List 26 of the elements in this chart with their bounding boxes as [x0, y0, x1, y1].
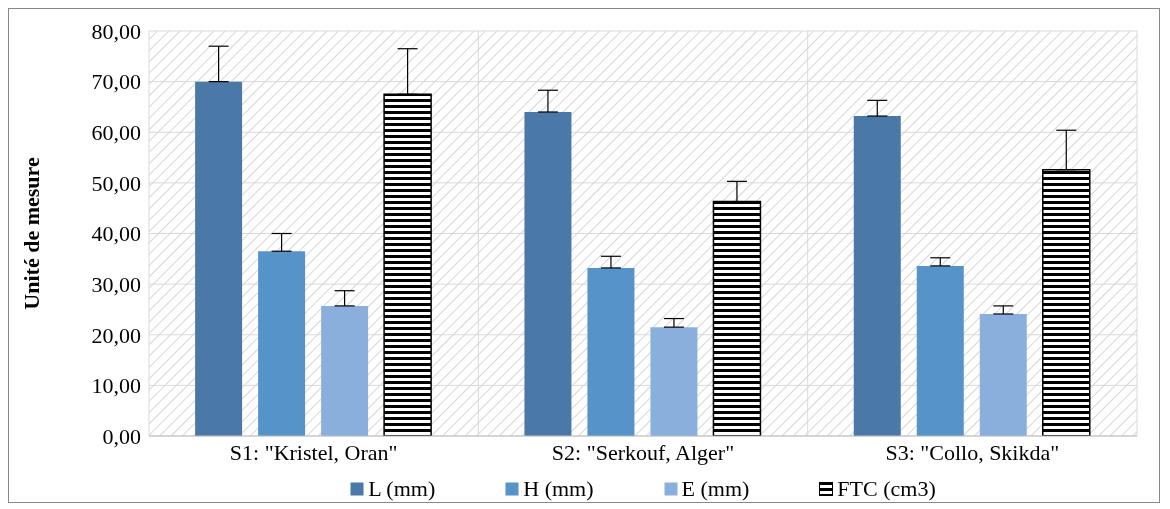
- y-tick-label: 0,00: [102, 423, 141, 449]
- y-tick-label: 70,00: [91, 69, 141, 95]
- bar: [979, 313, 1027, 436]
- y-tick-label: 10,00: [91, 373, 141, 399]
- legend-label: E (mm): [681, 476, 750, 502]
- legend-label: FTC (cm3): [837, 476, 936, 502]
- x-tick-label: S2: "Serkouf, Alger": [551, 439, 735, 465]
- x-tick-label: S3: "Collo, Skikda": [885, 439, 1060, 465]
- legend-label: H (mm): [523, 476, 594, 502]
- x-tick-label: S1: "Kristel, Oran": [229, 439, 398, 465]
- bar: [321, 305, 369, 436]
- y-tick-label: 40,00: [91, 221, 141, 247]
- legend-label: L (mm): [368, 476, 436, 502]
- bar: [258, 251, 306, 436]
- y-tick-label: 30,00: [91, 271, 141, 297]
- y-tick-label: 20,00: [91, 322, 141, 348]
- y-axis-title: Unité de mesure: [18, 157, 44, 310]
- bar: [195, 81, 243, 436]
- bar: [916, 265, 964, 436]
- y-tick-label: 60,00: [91, 120, 141, 146]
- bar: [853, 116, 901, 436]
- y-tick-label: 80,00: [91, 18, 141, 44]
- bar: [650, 327, 698, 436]
- bar: [587, 267, 635, 436]
- bar: [524, 112, 572, 436]
- y-tick-label: 50,00: [91, 170, 141, 196]
